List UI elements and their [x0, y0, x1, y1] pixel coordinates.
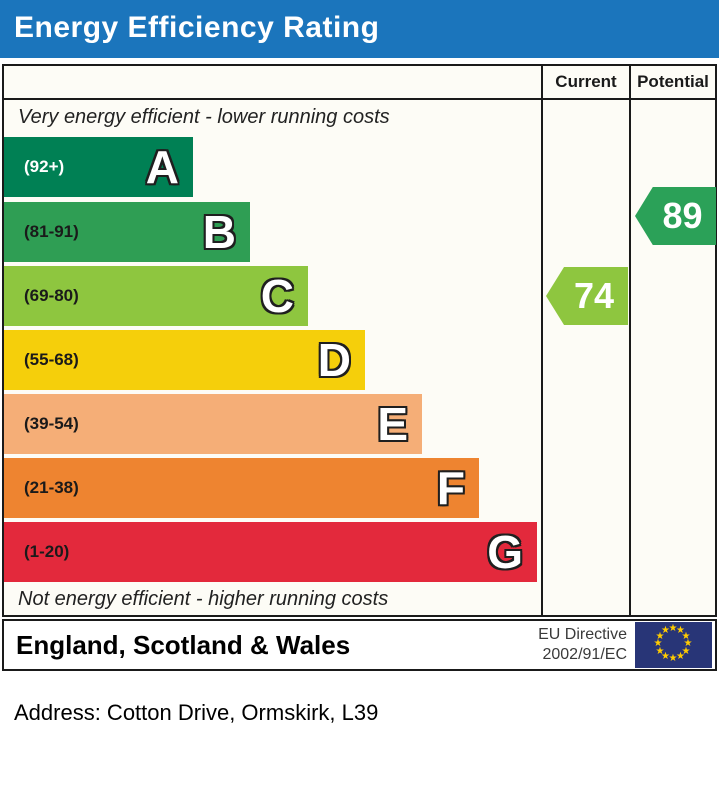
eu-flag-icon: ★ ★ ★ ★ ★ ★ ★ ★ ★ ★ ★ ★: [635, 622, 712, 668]
eu-flag-star: ★: [668, 653, 678, 664]
potential-rating-marker: 89: [635, 187, 716, 245]
band-f-letter: F: [436, 461, 466, 515]
band-g: (1-20) G: [4, 522, 537, 582]
title-bar: Energy Efficiency Rating: [0, 0, 719, 58]
eu-flag-star: ★: [681, 645, 691, 657]
eu-directive-line2: 2002/91/EC: [542, 646, 627, 663]
current-rating-marker: 74: [546, 267, 628, 325]
band-d: (55-68) D: [4, 330, 365, 390]
region-label: England, Scotland & Wales: [16, 630, 351, 660]
eu-directive-text: EU Directive 2002/91/EC: [538, 625, 627, 665]
footer-strip: England, Scotland & Wales EU Directive 2…: [2, 619, 717, 671]
column-divider-current: [541, 66, 543, 615]
band-f-range: (21-38): [24, 478, 79, 497]
eu-flag-star: ★: [661, 650, 670, 662]
potential-rating-value: 89: [662, 195, 703, 236]
band-a-letter: A: [145, 140, 180, 194]
column-header-potential: Potential: [637, 72, 709, 91]
band-a-range: (92+): [24, 157, 65, 176]
property-address: Address: Cotton Drive, Ormskirk, L39: [14, 700, 379, 725]
eu-flag-star: ★: [683, 638, 693, 649]
band-g-letter: G: [486, 525, 524, 579]
table-header-row: Current Potential: [4, 66, 715, 100]
band-b-range: (81-91): [24, 222, 79, 241]
eu-directive-line1: EU Directive: [538, 626, 627, 643]
eu-flag-star: ★: [676, 625, 685, 636]
eu-flag-star: ★: [655, 645, 665, 657]
band-a: (92+) A: [4, 137, 193, 197]
column-divider-potential: [629, 66, 631, 615]
eu-flag-star: ★: [653, 638, 663, 649]
eu-flag-star: ★: [661, 625, 670, 636]
band-b-letter: B: [202, 205, 237, 259]
band-g-range: (1-20): [24, 542, 70, 561]
eu-flag-star: ★: [681, 630, 691, 642]
band-e: (39-54) E: [4, 394, 422, 454]
current-rating-value: 74: [573, 275, 615, 316]
band-c: (69-80) C: [4, 266, 308, 326]
top-scale-note: Very energy efficient - lower running co…: [18, 106, 390, 128]
column-header-current: Current: [555, 72, 617, 91]
page-title: Energy Efficiency Rating: [14, 11, 380, 44]
band-b: (81-91) B: [4, 202, 250, 262]
band-d-range: (55-68): [24, 350, 79, 369]
bottom-scale-note: Not energy efficient - higher running co…: [18, 588, 389, 610]
band-e-letter: E: [376, 397, 409, 451]
band-f: (21-38) F: [4, 458, 479, 518]
band-d-letter: D: [317, 333, 352, 387]
eu-flag-star: ★: [655, 630, 665, 642]
eu-flag-star: ★: [676, 650, 685, 662]
band-e-range: (39-54): [24, 414, 79, 433]
rating-table: Current Potential Very energy efficient …: [2, 64, 717, 617]
eu-flag-star: ★: [668, 623, 678, 634]
band-c-range: (69-80): [24, 286, 79, 305]
band-c-letter: C: [260, 269, 295, 323]
